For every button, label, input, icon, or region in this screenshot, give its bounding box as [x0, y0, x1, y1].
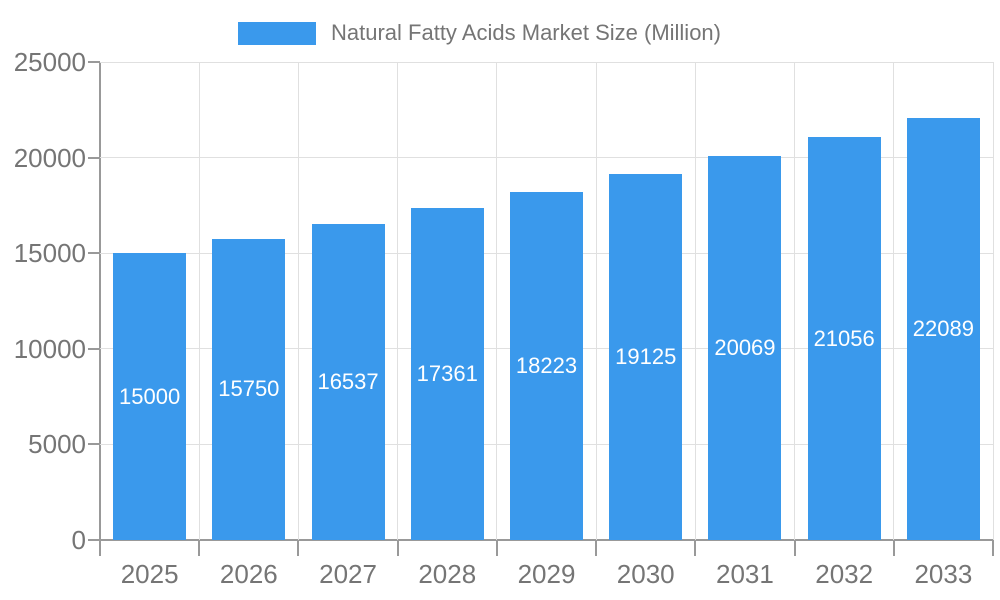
legend-swatch-icon	[238, 21, 316, 45]
y-axis-tick	[88, 539, 100, 541]
x-axis-tick	[595, 540, 598, 556]
x-axis-line	[100, 539, 993, 541]
bar-2027[interactable]: 16537	[311, 223, 385, 540]
bar-2033[interactable]: 22089	[906, 117, 980, 540]
h-gridline	[100, 157, 993, 159]
v-gridline	[992, 62, 994, 540]
bar-value-label: 15750	[218, 376, 280, 402]
x-axis-tick	[297, 540, 300, 556]
v-gridline	[794, 62, 796, 540]
x-axis-tick	[495, 540, 498, 556]
y-axis-tick	[88, 347, 100, 350]
bar-value-label: 19125	[615, 344, 677, 370]
x-axis-tick	[793, 540, 796, 556]
x-axis-tick-label: 2028	[418, 559, 477, 589]
y-axis-tick	[88, 156, 100, 159]
x-axis-tick-label: 2029	[517, 559, 576, 589]
bar-2026[interactable]: 15750	[212, 238, 286, 540]
v-gridline	[496, 62, 498, 540]
bar-2030[interactable]: 19125	[609, 174, 683, 540]
y-axis-line	[99, 62, 101, 556]
bar-value-label: 21056	[813, 325, 875, 351]
y-axis-tick	[88, 443, 100, 446]
x-axis-tick-label: 2026	[219, 559, 278, 589]
y-axis-tick-label: 15000	[13, 238, 86, 269]
bar-value-label: 22089	[912, 315, 974, 341]
x-axis-tick-label: 2033	[914, 559, 973, 589]
x-axis-tick-label: 2030	[616, 559, 675, 589]
v-gridline	[397, 62, 399, 540]
bar-value-label: 18223	[515, 352, 578, 378]
v-gridline	[893, 62, 895, 540]
x-axis-tick	[992, 540, 994, 556]
x-axis-tick-label: 2027	[319, 559, 377, 589]
legend[interactable]: Natural Fatty Acids Market Size (Million…	[238, 20, 721, 46]
x-axis-tick-label: 2031	[716, 559, 774, 589]
x-axis-tick	[396, 540, 399, 556]
h-gridline	[100, 61, 993, 63]
x-axis-tick	[892, 540, 895, 556]
x-axis-tick	[198, 540, 201, 556]
bar-2031[interactable]: 20069	[708, 156, 782, 540]
y-axis-tick-label: 0	[71, 525, 86, 555]
bar-2029[interactable]: 18223	[510, 191, 583, 540]
v-gridline	[694, 62, 696, 540]
y-axis-tick	[88, 61, 100, 63]
y-axis-tick-label: 10000	[13, 333, 86, 364]
plot-area: 15000 15750 16537 17361 18223 19125 20069 21056…	[88, 61, 994, 556]
bar-2032[interactable]: 21056	[807, 137, 881, 540]
v-gridline	[595, 62, 597, 540]
x-axis-tick	[694, 540, 697, 556]
v-gridline	[297, 62, 299, 540]
x-axis-tick-label: 2025	[120, 559, 179, 589]
legend-label: Natural Fatty Acids Market Size (Million…	[331, 20, 721, 45]
y-axis-tick-label: 25000	[13, 47, 86, 77]
v-gridline	[198, 62, 200, 540]
bar-value-label: 15000	[119, 383, 181, 409]
y-axis-tick-label: 5000	[28, 429, 86, 460]
bar-value-label: 16537	[317, 368, 379, 394]
bar-2028[interactable]: 17361	[410, 208, 484, 540]
bar-value-label: 20069	[714, 335, 776, 361]
bar-value-label: 17361	[416, 361, 478, 387]
y-axis-tick-label: 20000	[13, 142, 86, 173]
x-axis-tick	[99, 540, 101, 556]
bar-2025[interactable]: 15000	[113, 253, 187, 540]
y-axis-tick	[88, 252, 100, 255]
x-axis-tick-label: 2032	[815, 559, 874, 589]
